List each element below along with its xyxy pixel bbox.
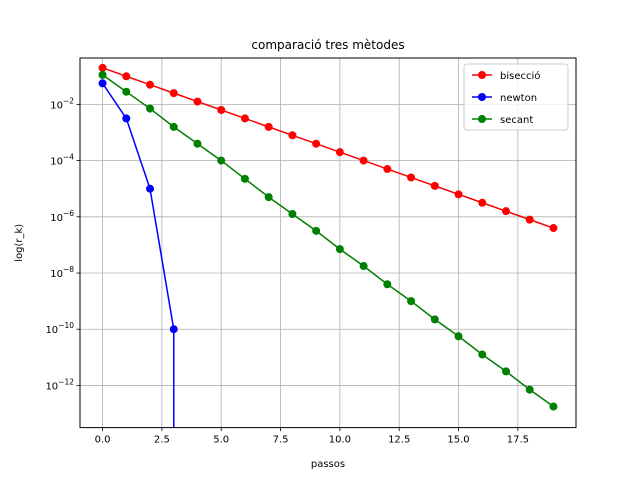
data-point [312,226,321,235]
data-point [217,156,226,165]
data-point [407,173,416,182]
data-point [454,332,463,341]
series-line [102,67,554,229]
data-point [312,139,321,148]
legend-label: bisecció [500,70,540,82]
data-point [146,80,155,89]
data-point [217,105,226,114]
data-point [122,87,131,96]
data-point [478,350,487,359]
x-tick-label: 15.0 [447,435,469,446]
x-tick-label: 17.5 [507,435,529,446]
data-point [146,184,155,193]
x-tick-label: 5.0 [213,435,229,446]
data-point [549,402,558,411]
data-point [383,280,392,289]
x-tick-label: 10.0 [329,435,351,446]
data-point [146,104,155,113]
data-point [169,325,178,334]
data-point [98,79,107,88]
data-point [501,207,510,216]
chart-title: comparació tres mètodes [251,38,404,52]
data-point [264,122,273,131]
data-point [335,245,344,254]
data-point [359,261,368,270]
data-point [98,63,107,72]
data-point [169,89,178,98]
data-point [240,174,249,183]
data-point [98,70,107,79]
data-point [193,139,202,148]
y-tick-label: 10−10 [45,321,74,336]
legend-marker [478,71,486,79]
legend-label: newton [500,93,537,104]
series-line [102,74,554,408]
data-point [169,122,178,131]
data-point [122,72,131,81]
legend-label: secant [500,115,533,126]
data-point [122,114,131,123]
x-tick-label: 2.5 [154,435,170,446]
y-tick-label: 10−6 [50,209,74,224]
x-tick-label: 0.0 [95,435,111,446]
data-point [264,193,273,202]
data-point [193,97,202,106]
data-point [288,209,297,218]
legend-marker [478,93,486,101]
legend-box [463,63,569,131]
axes-frame [79,57,577,429]
legend-entry: bisecció [472,70,540,82]
data-point [525,385,534,394]
data-point [335,148,344,157]
legend-entry: secant [472,115,533,126]
legend: bisecció newton secant [463,63,569,131]
data-point [478,198,487,207]
legend-entry: newton [472,93,537,104]
x-tick-label: 7.5 [273,435,289,446]
plot-series [98,63,558,428]
y-axis-label: log(r_k) [14,224,25,262]
data-point [430,181,439,190]
data-point [383,165,392,174]
legend-marker [478,115,486,123]
data-point [549,224,558,233]
y-tick-label: 10−8 [50,265,74,280]
y-tick-label: 10−12 [45,377,74,392]
series-bisecció [98,63,558,233]
data-point [359,156,368,165]
data-point [407,297,416,306]
y-tick-label: 10−4 [50,153,74,168]
series-newton [98,79,178,428]
series-secant [98,70,558,411]
data-point [501,367,510,376]
data-point [454,190,463,199]
axis-ticks: 0.0 2.5 5.0 7.5 10.0 12.5 15.0 17.5 10−2 10−4 10−6… [45,96,529,445]
data-point [240,114,249,123]
data-point [288,131,297,140]
x-axis-label: passos [311,459,345,470]
y-tick-label: 10−2 [50,96,74,111]
data-point [525,215,534,224]
data-point [430,315,439,324]
x-tick-label: 12.5 [388,435,410,446]
